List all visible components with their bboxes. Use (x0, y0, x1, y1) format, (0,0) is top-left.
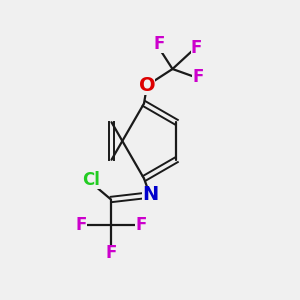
Text: N: N (142, 185, 158, 205)
Text: F: F (105, 244, 117, 262)
Text: F: F (191, 39, 202, 57)
Text: F: F (153, 34, 165, 52)
Text: F: F (135, 216, 147, 234)
Text: Cl: Cl (82, 171, 100, 189)
Text: O: O (139, 76, 155, 95)
Text: F: F (192, 68, 204, 85)
Text: F: F (75, 216, 87, 234)
